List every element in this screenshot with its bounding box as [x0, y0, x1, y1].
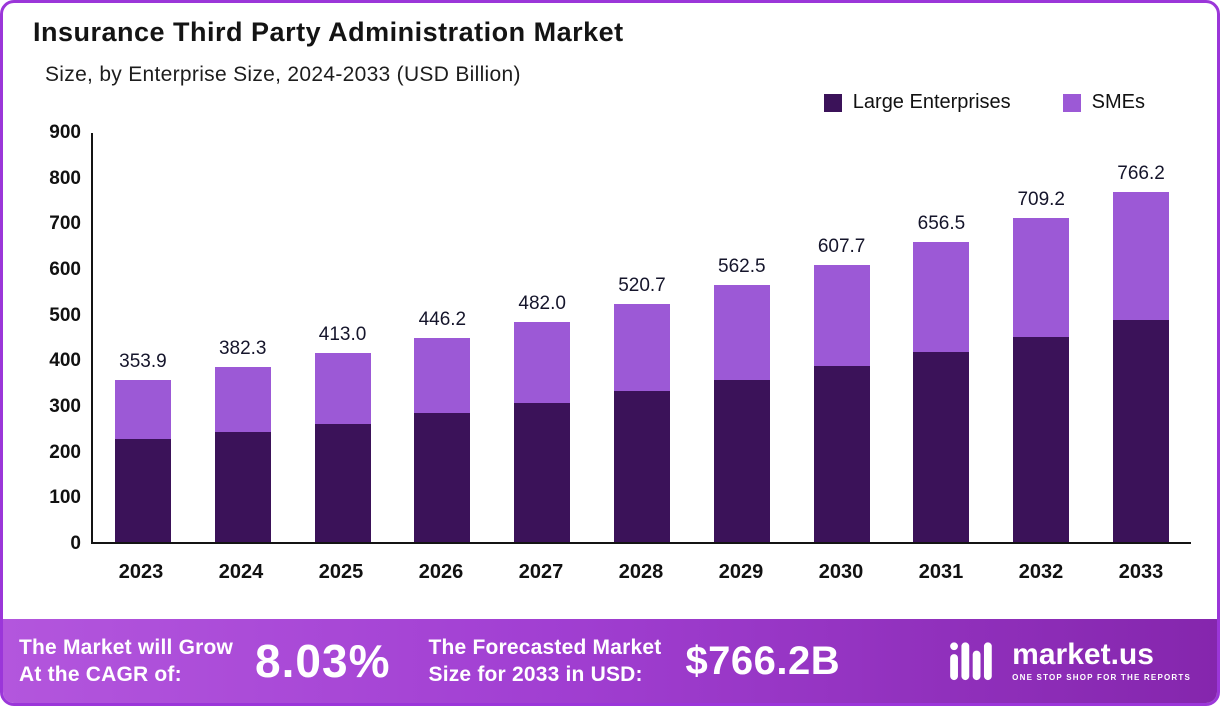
x-axis-label-2029: 2029: [718, 561, 764, 583]
forecast-label-line2: Size for 2033 in USD:: [428, 663, 643, 686]
bar-column-2032: 709.2: [991, 189, 1091, 542]
bar-segment-smes: [713, 285, 770, 380]
legend-item-smes: SMEs: [1062, 91, 1145, 114]
y-tick-label: 300: [49, 396, 81, 417]
y-tick-label: 700: [49, 213, 81, 235]
bar-segment-smes: [114, 380, 171, 440]
y-tick-label: 600: [49, 259, 81, 280]
bar-column-2031: 656.5: [892, 213, 992, 542]
bar-segment-large-enterprises: [114, 439, 171, 542]
x-axis-label-2032: 2032: [1018, 561, 1064, 583]
legend-label: Large Enterprises: [852, 91, 1011, 113]
legend-label: SMEs: [1091, 91, 1145, 113]
bar-segment-large-enterprises: [214, 432, 271, 542]
x-axis-label-2033: 2033: [1118, 561, 1164, 583]
bar-column-2030: 607.7: [792, 235, 892, 542]
forecast-value: $766.2B: [685, 638, 841, 683]
bar-segment-large-enterprises: [913, 352, 970, 542]
bar-segment-large-enterprises: [314, 424, 371, 542]
bar-total-label: 656.5: [917, 213, 966, 235]
cagr-label-line1: The Market will Grow: [19, 635, 234, 659]
bar-segment-smes: [214, 367, 271, 433]
bar-column-2023: 353.9: [93, 351, 193, 542]
forecast-label-line1: The Forecasted Market: [428, 635, 662, 659]
x-axis-label-2031: 2031: [918, 561, 964, 583]
bar-segment-large-enterprises: [414, 413, 471, 542]
legend-item-large-enterprises: Large Enterprises: [823, 91, 1011, 114]
bar-segment-smes: [613, 304, 670, 392]
x-axis-label-2024: 2024: [218, 561, 264, 583]
bar-total-label: 520.7: [618, 275, 666, 297]
x-axis-label-2027: 2027: [518, 561, 564, 583]
bar-segment-smes: [514, 321, 571, 403]
x-axis-label-2028: 2028: [618, 561, 664, 583]
bar-segment-large-enterprises: [514, 402, 571, 542]
legend-swatch: [823, 93, 842, 112]
bar-total-label: 607.7: [817, 235, 866, 257]
bar-segment-smes: [1113, 192, 1170, 320]
bar-column-2028: 520.7: [592, 275, 692, 542]
chart-subtitle: Size, by Enterprise Size, 2024-2033 (USD…: [45, 63, 521, 86]
footer-banner: The Market will Grow At the CAGR of: 8.0…: [3, 619, 1217, 703]
bar-segment-large-enterprises: [613, 391, 670, 542]
x-axis-label-2026: 2026: [418, 561, 464, 583]
plot-area: 353.9 382.3 413.0 446.2 482.0 520.7 562.5 607.7…: [91, 133, 1191, 544]
bar-total-label: 382.3: [218, 338, 267, 360]
cagr-label-line2: At the CAGR of:: [19, 663, 182, 686]
bar-total-label: 709.2: [1017, 189, 1065, 211]
legend-swatch: [1062, 93, 1081, 112]
page-title: Insurance Third Party Administration Mar…: [33, 17, 624, 47]
x-axis-label-2023: 2023: [118, 561, 164, 583]
bar-segment-large-enterprises: [713, 379, 770, 542]
market-us-logo-icon: [950, 642, 992, 681]
y-axis: 0 100 200 300 400 500 600 700 800 900: [3, 122, 81, 554]
y-tick-label: 200: [49, 441, 81, 463]
bar-segment-smes: [314, 353, 371, 425]
brand-tagline: ONE STOP SHOP FOR THE REPORTS: [1012, 673, 1191, 682]
brand-name: market.us: [1012, 638, 1154, 671]
bar-total-label: 766.2: [1117, 163, 1165, 185]
y-tick-label: 900: [49, 122, 81, 143]
x-axis-label-2030: 2030: [818, 561, 864, 583]
bar-column-2026: 446.2: [392, 309, 492, 542]
y-tick-label: 0: [70, 533, 81, 554]
bar-segment-smes: [414, 338, 471, 414]
bar-total-label: 446.2: [418, 309, 467, 331]
y-tick-label: 800: [49, 167, 81, 189]
x-axis-label-2025: 2025: [318, 561, 364, 583]
bar-segment-large-enterprises: [1113, 319, 1170, 542]
bar-segment-smes: [813, 264, 870, 367]
bar-segment-smes: [1013, 218, 1070, 338]
bar-column-2025: 413.0: [293, 324, 393, 542]
market-us-logo: market.us ONE STOP SHOP FOR THE REPORTS: [948, 638, 1191, 684]
brand-text: market.us ONE STOP SHOP FOR THE REPORTS: [1012, 638, 1191, 683]
forecast-label: The Forecasted Market Size for 2033 in U…: [428, 634, 661, 689]
bar-segment-large-enterprises: [813, 366, 870, 542]
y-tick-label: 100: [49, 487, 81, 509]
y-tick-label: 500: [49, 304, 81, 326]
legend: Large Enterprises SMEs: [823, 91, 1145, 114]
cagr-label: The Market will Grow At the CAGR of:: [19, 634, 233, 689]
bars-row: 353.9 382.3 413.0 446.2 482.0 520.7 562.5 607.7…: [93, 133, 1191, 542]
x-axis: 2023 2024 2025 2026 2027 2028 2029 2030 2031 2032…: [91, 561, 1191, 584]
bar-total-label: 482.0: [518, 292, 566, 314]
bar-column-2033: 766.2: [1091, 163, 1191, 542]
bar-column-2029: 562.5: [692, 256, 792, 542]
bar-column-2027: 482.0: [492, 293, 592, 542]
cagr-value: 8.03%: [255, 635, 391, 687]
bar-total-label: 562.5: [718, 256, 766, 278]
bar-column-2024: 382.3: [193, 338, 293, 542]
bar-total-label: 353.9: [119, 351, 167, 373]
bar-segment-large-enterprises: [1013, 337, 1070, 542]
bar-segment-smes: [913, 242, 970, 353]
y-tick-label: 400: [49, 350, 81, 372]
bar-total-label: 413.0: [318, 324, 367, 346]
